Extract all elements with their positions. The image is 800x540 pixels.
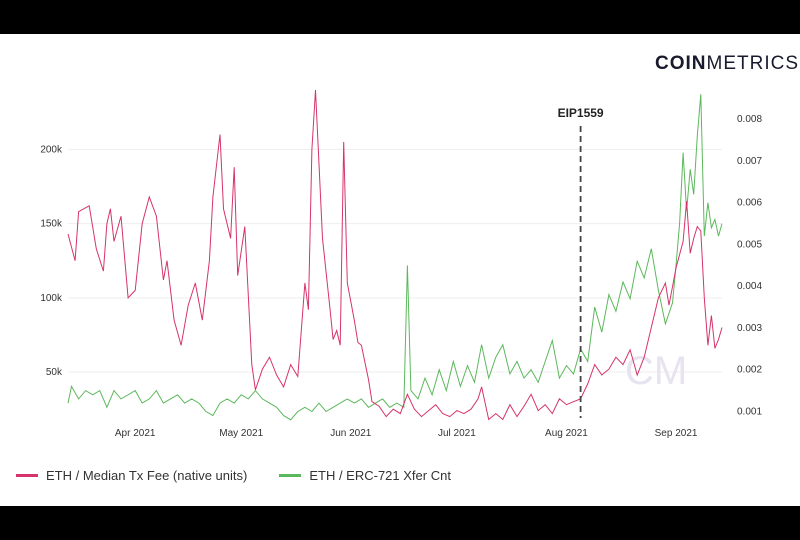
x-tick-label: Jul 2021 — [438, 428, 476, 439]
y-left-tick-label: 150k — [40, 219, 63, 230]
watermark-text: CM — [625, 349, 687, 393]
chart-canvas: COINMETRICS CM Apr 2021 May 2021 Jun 2021 J… — [0, 34, 800, 506]
y-left-tick-label: 200k — [40, 144, 63, 155]
series-line-median-tx-fee — [67, 89, 723, 421]
legend-item-fee[interactable]: ETH / Median Tx Fee (native units) — [16, 468, 247, 483]
x-tick-label: Aug 2021 — [545, 428, 588, 439]
legend-item-xfer[interactable]: ETH / ERC-721 Xfer Cnt — [279, 468, 451, 483]
y-left-tick-label: 100k — [40, 293, 63, 304]
series-line-erc721-xfer — [67, 94, 723, 421]
y-right-tick-label: 0.004 — [737, 281, 762, 292]
y-right-tick-label: 0.001 — [737, 406, 762, 417]
logo-part-coin: COIN — [655, 53, 707, 74]
x-tick-label: May 2021 — [219, 428, 263, 439]
x-tick-label: Apr 2021 — [115, 428, 156, 439]
y-right-tick-label: 0.005 — [737, 239, 762, 250]
line-chart: CM Apr 2021 May 2021 Jun 2021 Jul 2021 Aug 2… — [40, 89, 762, 439]
x-tick-label: Jun 2021 — [330, 428, 372, 439]
legend-swatch-xfer — [279, 474, 302, 477]
x-tick-label: Sep 2021 — [655, 428, 698, 439]
logo-part-metrics: METRICS — [706, 53, 799, 74]
coinmetrics-logo: COINMETRICS — [655, 53, 799, 75]
y-right-tick-label: 0.008 — [737, 114, 762, 125]
y-right-axis-ticks: 0.001 0.002 0.003 0.004 0.005 0.006 0.007 0.008 — [737, 114, 762, 417]
y-right-tick-label: 0.007 — [737, 156, 762, 167]
y-left-axis-ticks: 50k 100k 150k 200k — [40, 144, 63, 378]
grid-lines — [68, 148, 722, 373]
chart-legend: ETH / Median Tx Fee (native units) ETH /… — [16, 468, 451, 483]
legend-swatch-fee — [16, 474, 38, 477]
y-left-tick-label: 50k — [46, 367, 63, 378]
x-axis-ticks: Apr 2021 May 2021 Jun 2021 Jul 2021 Aug 2021… — [115, 428, 698, 439]
eip1559-annotation-label: EIP1559 — [558, 106, 604, 120]
y-right-tick-label: 0.002 — [737, 365, 762, 376]
legend-label-fee: ETH / Median Tx Fee (native units) — [46, 468, 248, 483]
y-right-tick-label: 0.003 — [737, 323, 762, 334]
y-right-tick-label: 0.006 — [737, 198, 762, 209]
legend-label-xfer: ETH / ERC-721 Xfer Cnt — [309, 468, 451, 483]
